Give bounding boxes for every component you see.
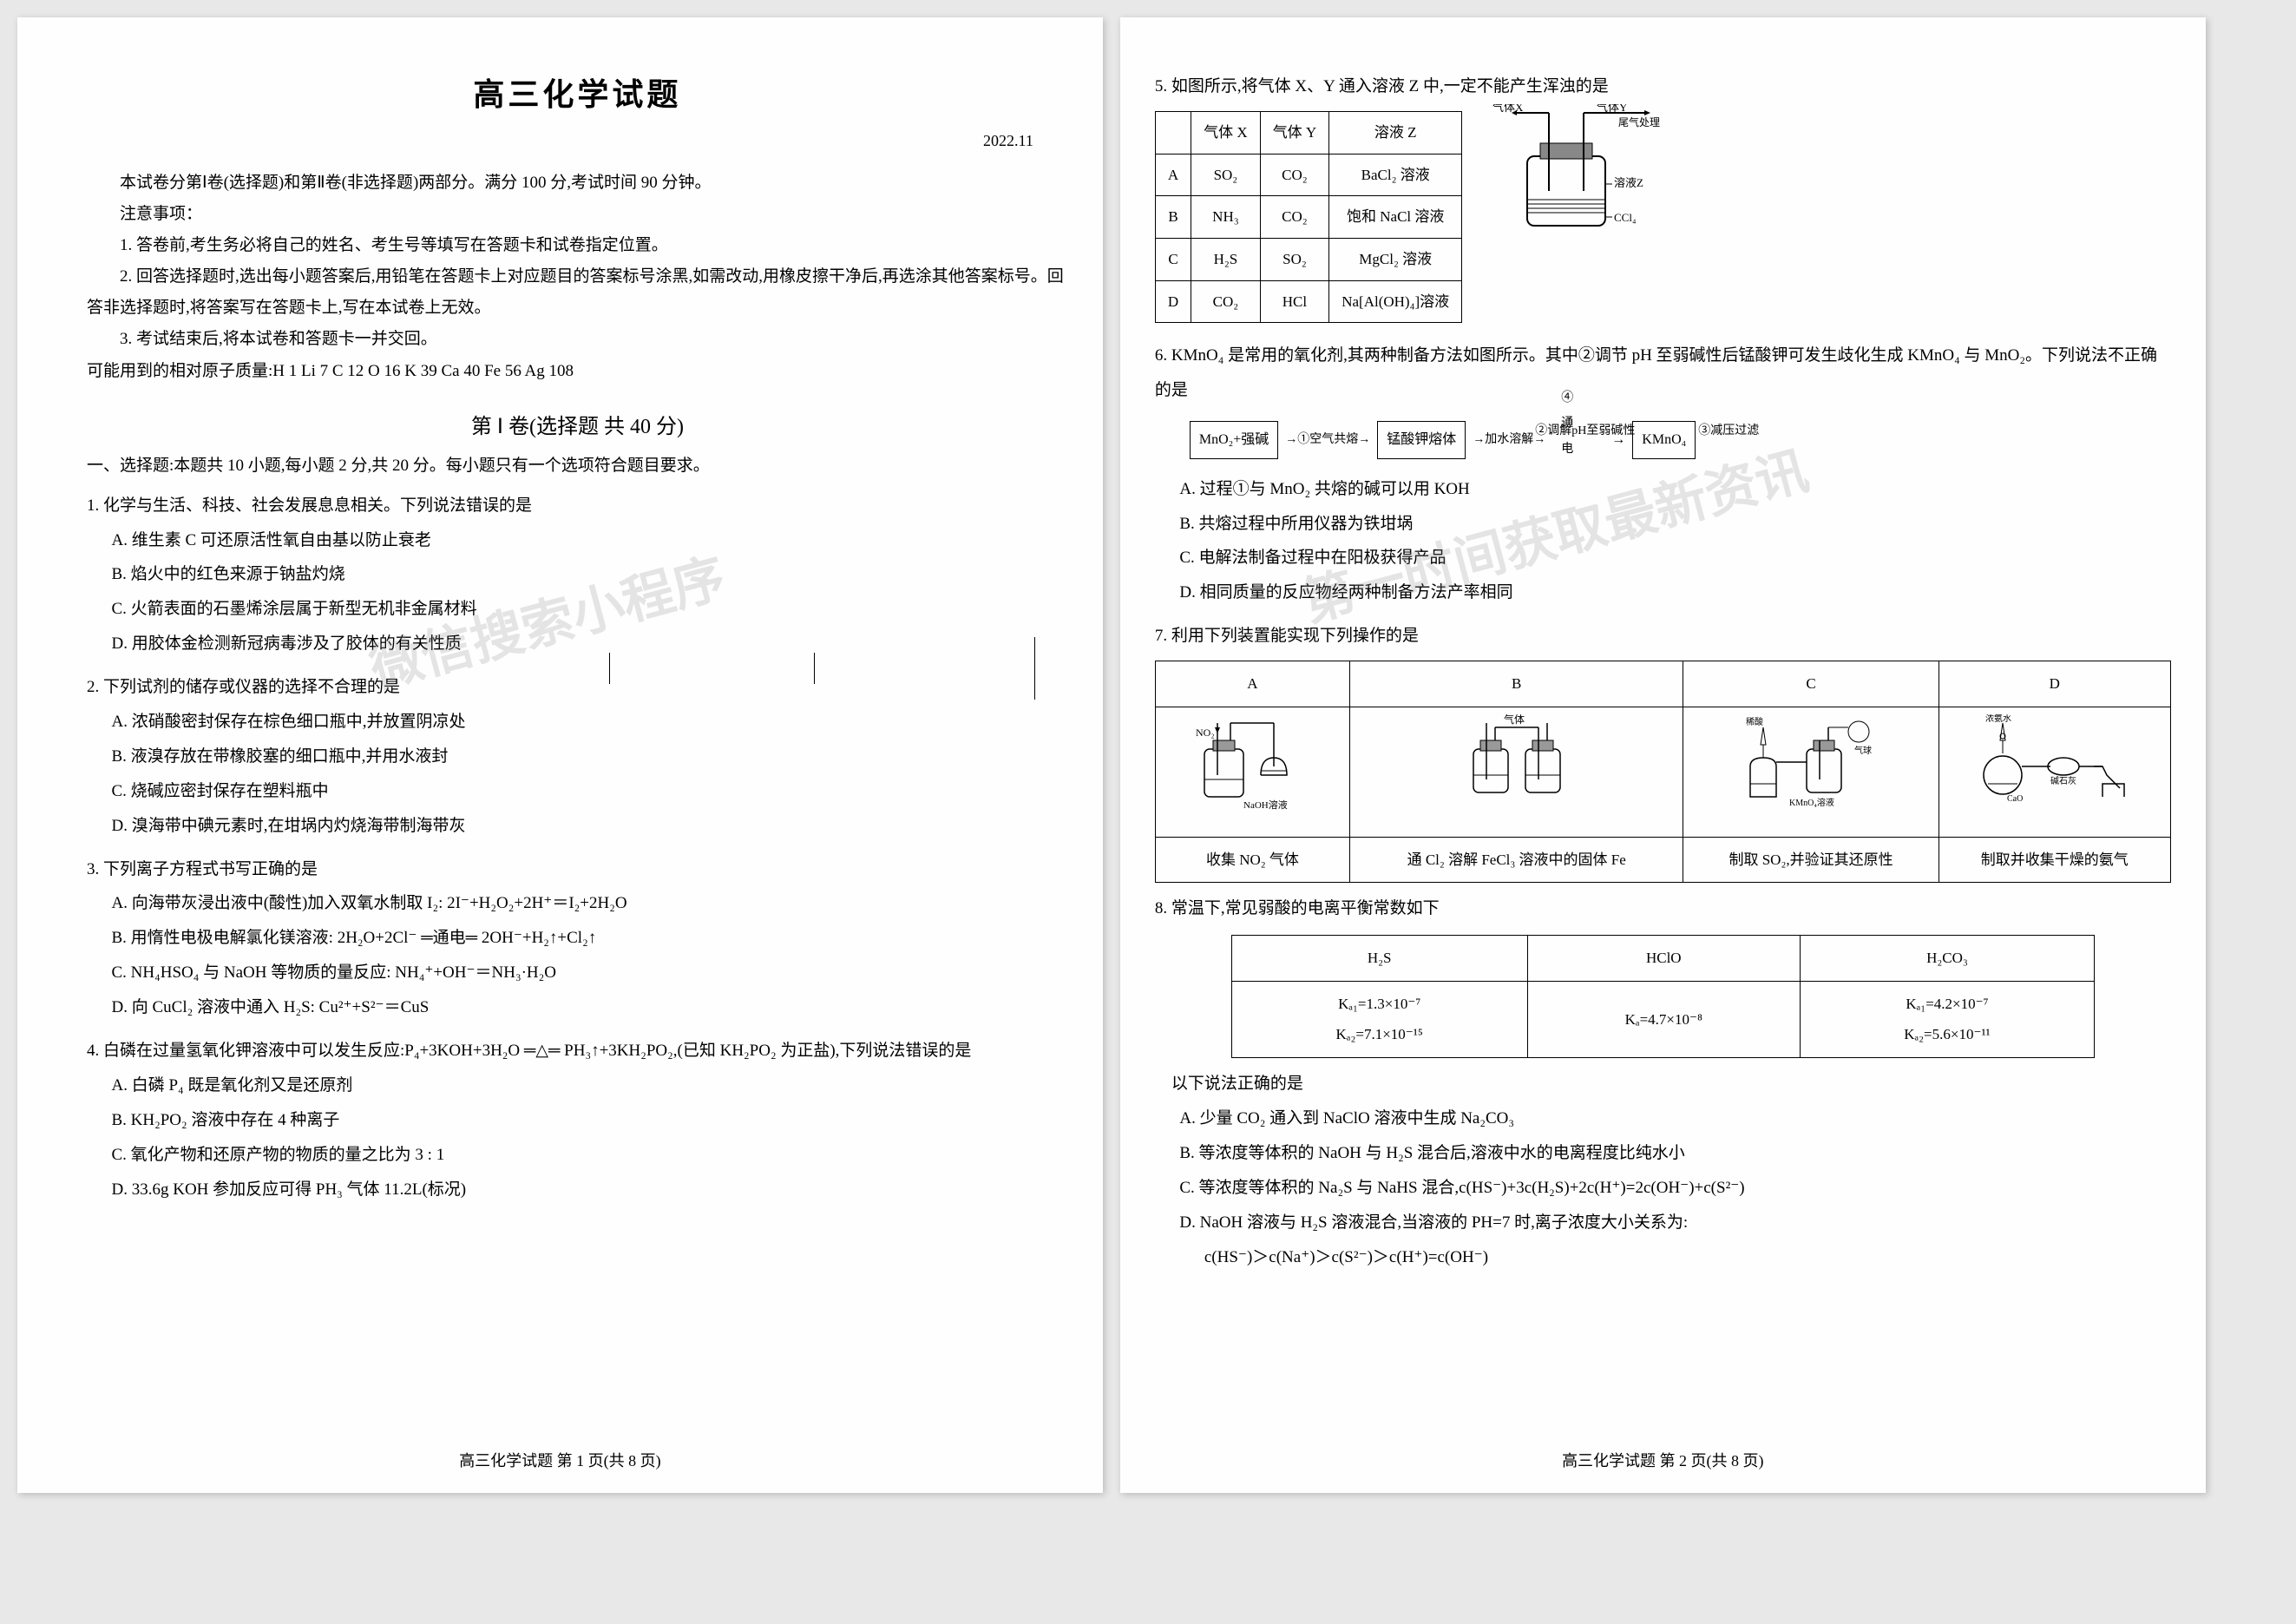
q6-f-top: ②调解pH至弱碱性 — [1535, 418, 1635, 444]
svg-text:溶液Z: 溶液Z — [1614, 176, 1643, 189]
q5-r3c0: D — [1155, 280, 1191, 323]
svg-text:CCl₄: CCl₄ — [1614, 211, 1637, 224]
q6-f-start: MnO₂+强碱 — [1190, 421, 1278, 459]
svg-text:KMnO₄溶液: KMnO₄溶液 — [1789, 797, 1834, 808]
q8-sub: 以下说法正确的是 — [1171, 1067, 2171, 1101]
svg-text:CaO: CaO — [2007, 794, 2023, 804]
q8-d: D. NaOH 溶液与 H₂S 溶液混合,当溶液的 PH=7 时,离子浓度大小关… — [1179, 1206, 2170, 1240]
q5-r2c0: C — [1155, 238, 1191, 280]
q5-r2c1: H₂S — [1191, 238, 1261, 280]
q8-r1c0: Kₐ₁=1.3×10⁻⁷ Kₐ₂=7.1×10⁻¹⁵ — [1231, 981, 1527, 1057]
q6-d: D. 相同质量的反应物经两种制备方法产率相同 — [1179, 575, 2170, 610]
q8-r1c2: Kₐ₁=4.2×10⁻⁷ Kₐ₂=5.6×10⁻¹¹ — [1800, 981, 2094, 1057]
q5-h3: 溶液 Z — [1329, 111, 1462, 154]
q6-f-end: KMnO₄ — [1632, 421, 1696, 459]
q5-r3c2: HCl — [1260, 280, 1329, 323]
q8-stem: 8. 常温下,常见弱酸的电离平衡常数如下 — [1155, 891, 2171, 926]
q7-stem: 7. 利用下列装置能实现下列操作的是 — [1155, 619, 2171, 654]
q5-r1c2: CO₂ — [1260, 196, 1329, 239]
sidebar-labels: 准考证号 姓名 学校 — [30, 104, 502, 1233]
q8-c: C. 等浓度等体积的 Na₂S 与 NaHS 混合,c(HS⁻)+3c(H₂S)… — [1179, 1171, 2170, 1206]
q6-f-bot: ④通电 — [1561, 385, 1573, 462]
svg-text:气体Y: 气体Y — [1597, 104, 1628, 114]
q5-r0c0: A — [1155, 154, 1191, 196]
q7-h2: C — [1683, 661, 1938, 707]
svg-text:NaOH溶液: NaOH溶液 — [1243, 799, 1288, 811]
q6-f-a1: →①空气共熔→ — [1285, 427, 1370, 452]
q8-table: H₂S HClO H₂CO₃ Kₐ₁=1.3×10⁻⁷ Kₐ₂=7.1×10⁻¹… — [1231, 935, 2095, 1058]
q5-r3c1: CO₂ — [1191, 280, 1261, 323]
q8-r1c1: Kₐ=4.7×10⁻⁸ — [1527, 981, 1800, 1057]
q8-h2: H₂CO₃ — [1800, 936, 2094, 982]
q5-h1: 气体 X — [1191, 111, 1261, 154]
q6-a: A. 过程①与 MnO₂ 共熔的碱可以用 KOH — [1179, 472, 2170, 507]
question-5: 5. 如图所示,将气体 X、Y 通入溶液 Z 中,一定不能产生浑浊的是 气体 X… — [1155, 69, 2171, 330]
question-7: 7. 利用下列装置能实现下列操作的是 A B C D — [1155, 619, 2171, 883]
q7-c0: 收集 NO₂ 气体 — [1155, 837, 1349, 883]
q5-r2c3: MgCl₂ 溶液 — [1329, 238, 1462, 280]
q7-img-d: 浓氨水 碱石灰 CaO — [1938, 707, 2170, 837]
q7-h1: B — [1350, 661, 1683, 707]
q7-c1: 通 Cl₂ 溶解 FeCl₃ 溶液中的固体 Fe — [1350, 837, 1683, 883]
q6-flow: MnO₂+强碱 →①空气共熔→ 锰酸钾熔体 →加水溶解→ ②调解pH至弱碱性 ④… — [1190, 421, 2171, 459]
q7-table: A B C D — [1155, 661, 2171, 883]
sidebar-school: 学校 — [0, 653, 610, 684]
svg-text:气体X: 气体X — [1492, 104, 1524, 114]
svg-text:稀酸: 稀酸 — [1746, 716, 1763, 727]
q7-h0: A — [1155, 661, 1349, 707]
q5-r1c1: NH₃ — [1191, 196, 1261, 239]
paper-container: 准考证号 姓名 学校 微信搜索小程序 高三化学试题 2022.11 本试卷分第Ⅰ… — [17, 17, 2279, 1493]
q6-f-m1: 锰酸钾熔体 — [1377, 421, 1466, 459]
q5-r0c3: BaCl₂ 溶液 — [1329, 154, 1462, 196]
question-8: 8. 常温下,常见弱酸的电离平衡常数如下 H₂S HClO H₂CO₃ Kₐ₁=… — [1155, 891, 2171, 1274]
q7-img-c: 稀酸 气球 KMnO₄溶液 — [1683, 707, 1938, 837]
q6-c: C. 电解法制备过程中在阳极获得产品 — [1179, 541, 2170, 575]
svg-text:浓氨水: 浓氨水 — [1985, 714, 2011, 724]
q5-h2: 气体 Y — [1260, 111, 1329, 154]
q8-h0: H₂S — [1231, 936, 1527, 982]
q6-stem: 6. KMnO₄ 是常用的氧化剂,其两种制备方法如图所示。其中②调节 pH 至弱… — [1155, 339, 2171, 408]
q7-img-a: NO₂ NaOH溶液 — [1155, 707, 1349, 837]
q5-r3c3: Na[Al(OH)₄]溶液 — [1329, 280, 1462, 323]
page-1: 准考证号 姓名 学校 微信搜索小程序 高三化学试题 2022.11 本试卷分第Ⅰ… — [17, 17, 1103, 1493]
q8-b: B. 等浓度等体积的 NaOH 与 H₂S 混合后,溶液中水的电离程度比纯水小 — [1179, 1136, 2170, 1171]
page-2: 第一时间获取最新资讯 5. 如图所示,将气体 X、Y 通入溶液 Z 中,一定不能… — [1120, 17, 2206, 1493]
svg-text:碱石灰: 碱石灰 — [2050, 775, 2076, 786]
q7-c3: 制取并收集干燥的氨气 — [1938, 837, 2170, 883]
q5-r1c0: B — [1155, 196, 1191, 239]
q8-h1: HClO — [1527, 936, 1800, 982]
q5-r0c1: SO₂ — [1191, 154, 1261, 196]
q8-d2: c(HS⁻)＞c(Na⁺)＞c(S²⁻)＞c(H⁺)=c(OH⁻) — [1204, 1240, 2171, 1275]
q5-table: 气体 X 气体 Y 溶液 Z ASO₂CO₂BaCl₂ 溶液 BNH₃CO₂饱和… — [1155, 111, 1462, 323]
q8-a: A. 少量 CO₂ 通入到 NaClO 溶液中生成 Na₂CO₃ — [1179, 1101, 2170, 1136]
footer-2: 高三化学试题 第 2 页(共 8 页) — [1120, 1449, 2206, 1471]
q7-h3: D — [1938, 661, 2170, 707]
q5-r0c2: CO₂ — [1260, 154, 1329, 196]
q5-stem: 5. 如图所示,将气体 X、Y 通入溶液 Z 中,一定不能产生浑浊的是 — [1155, 69, 2171, 104]
q5-r1c3: 饱和 NaCl 溶液 — [1329, 196, 1462, 239]
q7-img-b: 气体 — [1350, 707, 1683, 837]
svg-text:气球: 气球 — [1854, 745, 1872, 756]
question-6: 6. KMnO₄ 是常用的氧化剂,其两种制备方法如图所示。其中②调节 pH 至弱… — [1155, 339, 2171, 610]
q7-c2: 制取 SO₂,并验证其还原性 — [1683, 837, 1938, 883]
svg-text:NO₂: NO₂ — [1196, 727, 1215, 739]
q6-b: B. 共熔过程中所用仪器为铁坩埚 — [1179, 507, 2170, 542]
q5-apparatus-svg: 气体X 气体Y 尾气处理 溶液Z CCl₄ — [1475, 104, 1666, 243]
q5-h0 — [1155, 111, 1191, 154]
footer-1: 高三化学试题 第 1 页(共 8 页) — [17, 1449, 1103, 1471]
q5-r2c2: SO₂ — [1260, 238, 1329, 280]
svg-text:气体: 气体 — [1504, 714, 1525, 726]
svg-text:尾气处理: 尾气处理 — [1618, 115, 1660, 128]
q6-f-side: ③减压过滤 — [1698, 418, 1759, 444]
